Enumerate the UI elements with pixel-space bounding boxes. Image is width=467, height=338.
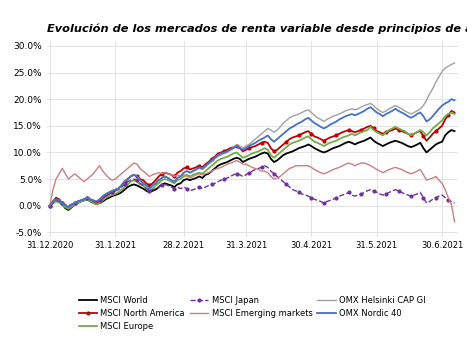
Text: Evolución de los mercados de renta variable desde principios de año: Evolución de los mercados de renta varia… (47, 24, 467, 34)
Legend: MSCI World, MSCI North America, MSCI Europe, MSCI Japan, MSCI Emerging markets, : MSCI World, MSCI North America, MSCI Eur… (78, 296, 426, 331)
